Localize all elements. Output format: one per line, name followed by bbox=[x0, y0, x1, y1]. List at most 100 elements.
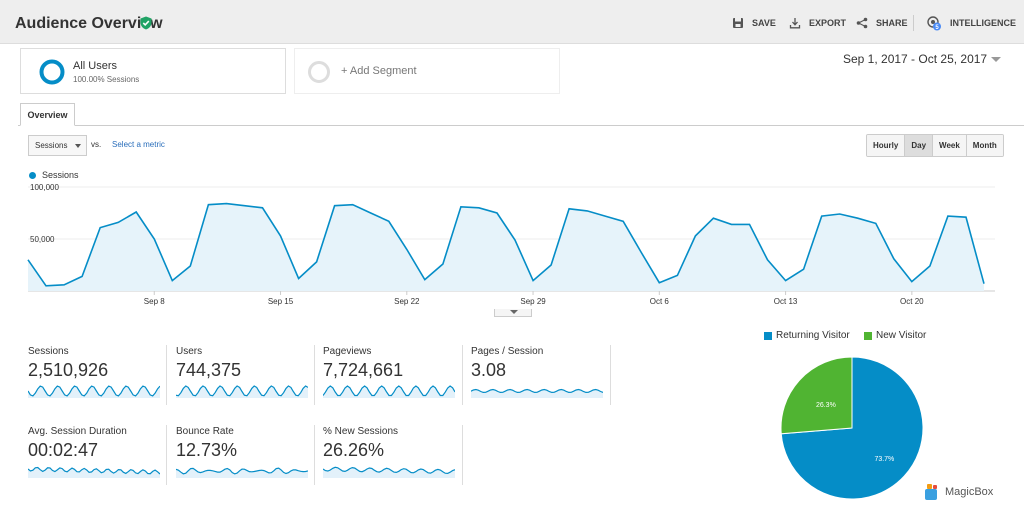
top-bar: Audience Overview SAVE EXPORT SHARE 5 IN… bbox=[0, 0, 1024, 44]
legend-new-visitor[interactable]: New Visitor bbox=[864, 330, 926, 341]
granularity-toggle: Hourly Day Week Month bbox=[866, 134, 1004, 157]
metric-dropdown-value: Sessions bbox=[35, 141, 68, 150]
share-icon bbox=[856, 17, 868, 29]
share-label: SHARE bbox=[876, 18, 908, 28]
metric-label: % New Sessions bbox=[323, 426, 399, 437]
add-segment-label: + Add Segment bbox=[341, 65, 417, 77]
metric-card[interactable]: Avg. Session Duration 00:02:47 bbox=[28, 426, 168, 486]
sessions-line bbox=[27, 202, 985, 287]
y-tick-label: 50,000 bbox=[30, 235, 55, 244]
legend-returning-visitor[interactable]: Returning Visitor bbox=[764, 330, 850, 341]
month-button[interactable]: Month bbox=[966, 135, 1003, 156]
metric-divider bbox=[166, 425, 167, 485]
metric-divider bbox=[314, 345, 315, 405]
vs-label: vs. bbox=[91, 140, 102, 149]
metric-card[interactable]: Pages / Session 3.08 bbox=[471, 346, 611, 406]
intelligence-icon: 5 bbox=[927, 16, 941, 31]
chart-collapse-toggle[interactable] bbox=[494, 309, 532, 317]
chevron-down-icon[interactable] bbox=[991, 57, 1001, 62]
metric-value: 744,375 bbox=[176, 360, 242, 380]
new-label: New Visitor bbox=[876, 330, 927, 341]
page-title: Audience Overview bbox=[15, 15, 163, 32]
pie-slice-label: 26.3% bbox=[816, 402, 836, 409]
sessions-area bbox=[28, 203, 984, 291]
metric-value: 26.26% bbox=[323, 440, 385, 460]
metric-sparkline bbox=[471, 388, 603, 398]
toolbar-divider bbox=[913, 15, 914, 31]
save-icon bbox=[733, 18, 743, 28]
x-tick-label: Sep 8 bbox=[144, 297, 165, 306]
metric-card[interactable]: Sessions 2,510,926 bbox=[28, 346, 168, 406]
tab-overview[interactable]: Overview bbox=[20, 103, 75, 126]
metric-sparkline bbox=[28, 466, 160, 478]
hourly-button[interactable]: Hourly bbox=[867, 135, 906, 156]
metric-label: Avg. Session Duration bbox=[28, 426, 127, 437]
pie-slice[interactable] bbox=[780, 356, 853, 435]
metric-divider bbox=[314, 425, 315, 485]
metric-sparkline bbox=[323, 466, 455, 478]
metric-label: Users bbox=[176, 346, 203, 357]
metric-label: Sessions bbox=[28, 346, 69, 357]
x-tick-label: Sep 15 bbox=[268, 297, 294, 306]
metric-value: 2,510,926 bbox=[28, 360, 109, 380]
metric-label: Pageviews bbox=[323, 346, 372, 357]
pie-slice-label: 73.7% bbox=[874, 456, 894, 463]
segment-ring-icon bbox=[39, 59, 65, 85]
metric-value: 3.08 bbox=[471, 360, 507, 380]
chart-legend-label: Sessions bbox=[42, 170, 79, 180]
x-tick-label: Sep 29 bbox=[520, 297, 546, 306]
caret-down-icon bbox=[75, 144, 81, 148]
save-button[interactable]: SAVE bbox=[732, 13, 776, 33]
metric-sparkline bbox=[323, 385, 455, 398]
metric-label: Pages / Session bbox=[471, 346, 544, 357]
week-button[interactable]: Week bbox=[933, 135, 967, 156]
metric-sparkline bbox=[28, 385, 160, 398]
metric-card[interactable]: Pageviews 7,724,661 bbox=[323, 346, 463, 406]
metric-dropdown[interactable]: Sessions bbox=[28, 135, 87, 156]
metric-sparkline bbox=[176, 467, 308, 478]
x-tick-label: Oct 6 bbox=[650, 297, 670, 306]
segment-name: All Users bbox=[73, 60, 118, 72]
x-tick-label: Oct 20 bbox=[900, 297, 924, 306]
metric-value: 00:02:47 bbox=[28, 440, 99, 460]
metric-divider bbox=[462, 425, 463, 485]
verified-shield-icon bbox=[140, 16, 152, 30]
new-swatch bbox=[864, 331, 872, 340]
sessions-line-chart[interactable]: 100,000 50,000 Sep 8 Sep 15 Sep 22 Sep 29 Oct … bbox=[0, 180, 1000, 310]
export-button[interactable]: EXPORT bbox=[789, 13, 846, 33]
magicbox-logo-icon bbox=[925, 484, 937, 500]
select-metric-link[interactable]: Select a metric bbox=[112, 140, 165, 149]
export-icon bbox=[789, 18, 801, 29]
metric-value: 7,724,661 bbox=[323, 360, 404, 380]
metric-value: 12.73% bbox=[176, 440, 238, 460]
segment-sessions-share: 100.00% Sessions bbox=[73, 75, 140, 84]
metric-sparkline bbox=[176, 385, 308, 398]
returning-swatch bbox=[764, 331, 772, 340]
tab-divider bbox=[18, 125, 1024, 126]
metric-card[interactable]: % New Sessions 26.26% bbox=[323, 426, 463, 486]
date-range-picker[interactable]: Sep 1, 2017 - Oct 25, 2017 bbox=[843, 52, 988, 66]
metric-divider bbox=[610, 345, 611, 405]
metric-card[interactable]: Users 744,375 bbox=[176, 346, 316, 406]
y-tick-label: 100,000 bbox=[30, 183, 59, 192]
save-label: SAVE bbox=[752, 18, 776, 28]
segment-all-users[interactable]: All Users 100.00% Sessions bbox=[20, 48, 286, 94]
intelligence-button[interactable]: 5 INTELLIGENCE bbox=[926, 13, 1016, 33]
add-segment-button[interactable]: + Add Segment bbox=[294, 48, 560, 94]
metric-divider bbox=[462, 345, 463, 405]
x-tick-label: Sep 22 bbox=[394, 297, 420, 306]
magicbox-watermark: MagicBox bbox=[922, 482, 993, 502]
x-tick-label: Oct 13 bbox=[774, 297, 798, 306]
intelligence-label: INTELLIGENCE bbox=[950, 18, 1017, 28]
sessions-legend-dot bbox=[29, 172, 36, 179]
returning-label: Returning Visitor bbox=[776, 330, 850, 341]
metric-label: Bounce Rate bbox=[176, 426, 234, 437]
magicbox-text: MagicBox bbox=[945, 486, 994, 498]
metric-card[interactable]: Bounce Rate 12.73% bbox=[176, 426, 316, 486]
visitor-pie-chart[interactable]: 73.7% 26.3% bbox=[770, 346, 934, 510]
share-button[interactable]: SHARE bbox=[856, 13, 908, 33]
metric-divider bbox=[166, 345, 167, 405]
intelligence-badge: 5 bbox=[935, 25, 939, 31]
day-button[interactable]: Day bbox=[905, 135, 934, 156]
empty-segment-ring-icon bbox=[308, 61, 330, 83]
